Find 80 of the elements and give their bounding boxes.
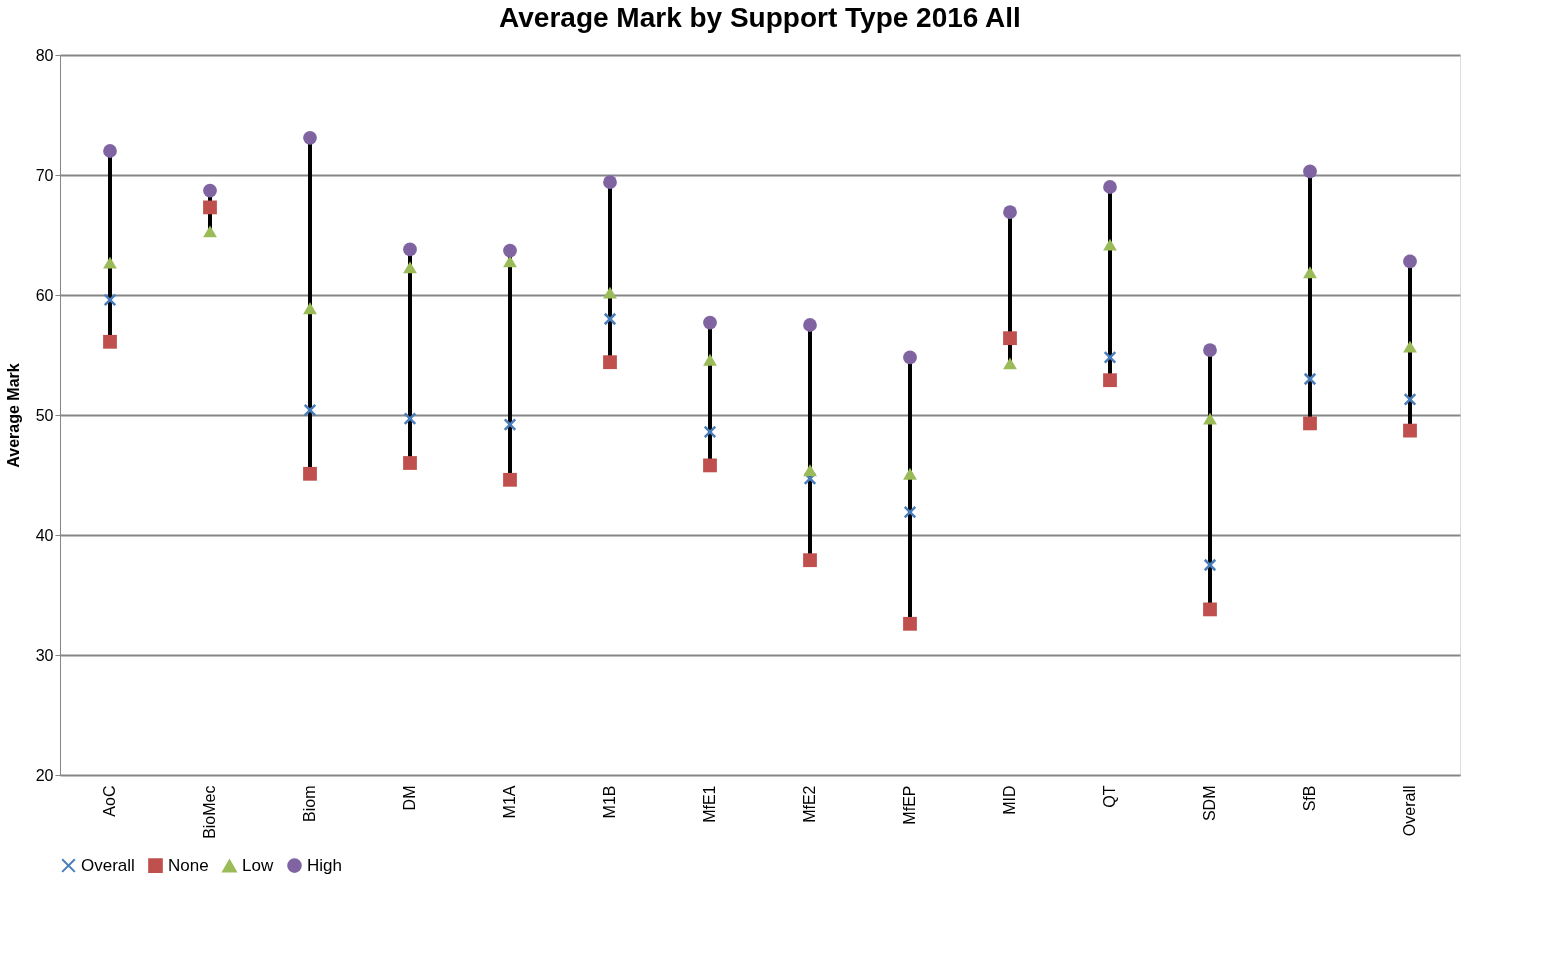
point (1003, 331, 1017, 346)
point (703, 315, 717, 330)
point (1303, 164, 1317, 179)
point (803, 553, 817, 568)
point (303, 302, 317, 315)
point (403, 456, 417, 470)
point (1403, 423, 1417, 438)
y-tick-label: 50 (35, 406, 54, 424)
y-tick-label: 80 (35, 46, 54, 64)
x-tick-label: AoC (101, 785, 118, 817)
point (503, 472, 517, 487)
x-tick-label: MfEP (901, 785, 918, 825)
point (1203, 343, 1217, 358)
y-tick-label: 30 (35, 646, 54, 664)
point (903, 616, 917, 631)
point (203, 183, 217, 198)
point (1103, 350, 1117, 364)
point (1203, 558, 1217, 572)
x-tick-label: M1B (601, 785, 618, 819)
point (1103, 180, 1117, 194)
point (203, 225, 217, 238)
legend-label: High (307, 855, 342, 875)
x-tick-label: MID (1001, 785, 1018, 815)
point (903, 505, 917, 519)
point (103, 144, 117, 158)
y-tick-label: 60 (35, 286, 54, 304)
x-tick-label: Overall (1401, 785, 1418, 837)
y-tick-label: 20 (35, 766, 54, 784)
point (1203, 412, 1217, 425)
point (603, 286, 617, 299)
point (1303, 372, 1317, 386)
point (703, 425, 717, 439)
x-tick-label: MfE1 (701, 785, 718, 823)
x-tick-label: DM (401, 785, 418, 811)
x-tick-label: Biom (301, 785, 318, 822)
point (603, 175, 617, 190)
point (303, 466, 317, 481)
chart-title: Average Mark by Support Type 2016 All (499, 2, 1021, 33)
y-tick-label: 70 (35, 166, 54, 184)
y-axis-title: Average Mark (4, 363, 22, 468)
point (503, 418, 517, 432)
point (103, 293, 117, 307)
point (1103, 373, 1117, 388)
point (1403, 340, 1417, 353)
point (1003, 205, 1017, 220)
point (1403, 254, 1417, 269)
point (403, 261, 417, 274)
point (103, 334, 117, 349)
point (303, 403, 317, 417)
point (1203, 602, 1217, 617)
point (403, 242, 417, 257)
point (103, 256, 117, 269)
point (903, 467, 917, 480)
x-tick-label: M1A (501, 785, 518, 819)
point (1003, 357, 1017, 370)
point (903, 350, 917, 365)
legend-label: None (168, 855, 209, 875)
point (603, 355, 617, 370)
y-tick-label: 40 (35, 526, 54, 544)
point (503, 243, 517, 258)
point (1303, 266, 1317, 279)
point (1103, 238, 1117, 251)
point (803, 318, 817, 332)
point (1303, 416, 1317, 431)
point (203, 200, 217, 215)
legend-label: Low (242, 856, 274, 876)
x-tick-label: QT (1101, 785, 1118, 808)
legend-label: Overall (81, 855, 135, 875)
x-tick-label: SDM (1201, 785, 1218, 822)
point (503, 255, 517, 268)
point (403, 412, 417, 426)
point (703, 353, 717, 366)
point (803, 464, 817, 477)
point (703, 458, 717, 473)
point (603, 312, 617, 326)
point (1403, 392, 1417, 406)
point (303, 130, 317, 145)
x-tick-label: MfE2 (801, 785, 818, 823)
x-tick-label: SfB (1301, 785, 1318, 812)
x-tick-label: BioMec (201, 785, 218, 839)
